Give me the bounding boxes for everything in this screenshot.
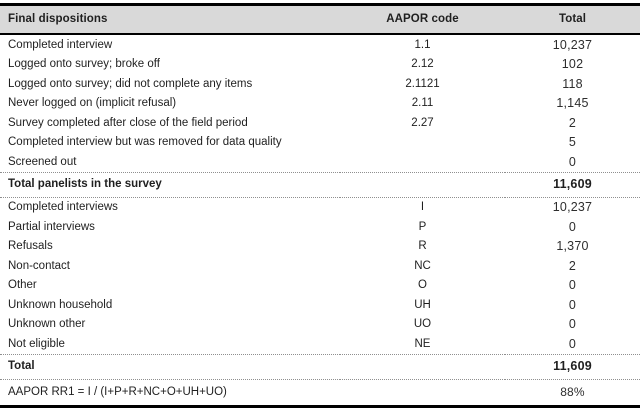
final-dispositions-table: Final dispositions AAPOR code Total Comp… — [0, 3, 640, 408]
aapor-code-cell: O — [418, 279, 427, 291]
total-value-cell: 118 — [562, 76, 583, 91]
total-value-cell: 2 — [568, 115, 577, 130]
disposition-label-cell: Screened out — [8, 155, 77, 168]
total-value-cell: 0 — [568, 278, 577, 292]
aapor-code-cell: 1.1 — [414, 38, 431, 51]
disposition-label-cell: Not eligible — [8, 337, 65, 350]
total-value-cell: 10,237 — [552, 37, 593, 52]
aapor-code-cell: 2.1121 — [405, 77, 440, 90]
table-row: Never logged on (implicit refusal) 2.11 … — [0, 94, 640, 114]
table-row: Logged onto survey; broke off 2.12 102 — [0, 55, 640, 75]
aapor-code-cell — [340, 152, 505, 172]
total-value-cell: 102 — [561, 57, 584, 71]
disposition-label-cell: Logged onto survey; broke off — [8, 58, 160, 70]
disposition-label-cell: Unknown other — [8, 318, 86, 330]
table-row: Logged onto survey; did not complete any… — [0, 74, 640, 94]
aapor-code-cell: P — [418, 220, 427, 233]
total-value-cell: 0 — [568, 219, 577, 234]
disposition-label-cell: Survey completed after close of the fiel… — [8, 116, 248, 129]
grand-total-row: Total 11,609 — [0, 353, 640, 380]
rr1-value-cell: 88% — [560, 384, 585, 399]
column-header-final-dispositions: Final dispositions — [0, 4, 340, 35]
table-row: Non-contact NC 2 — [0, 256, 640, 276]
disposition-label-cell: Total panelists in the survey — [0, 171, 340, 198]
table-row: Not eligible NE 0 — [0, 334, 640, 354]
table-row: Completed interview 1.1 10,237 — [0, 34, 640, 55]
aapor-code-cell: R — [418, 240, 427, 252]
table-row: Unknown other UO 0 — [0, 315, 640, 335]
total-value-cell: 0 — [568, 297, 577, 312]
total-value-cell: 5 — [568, 135, 577, 149]
aapor-code-cell — [340, 353, 505, 380]
total-value-cell: 10,237 — [552, 200, 593, 214]
disposition-label-cell: Unknown household — [8, 298, 113, 311]
table-header-row: Final dispositions AAPOR code Total — [0, 4, 640, 35]
total-value-cell: 0 — [568, 336, 577, 351]
aapor-code-cell — [340, 379, 505, 406]
total-panelists-row: Total panelists in the survey 11,609 — [0, 171, 640, 198]
aapor-code-cell: UO — [413, 318, 432, 330]
aapor-code-cell: UH — [414, 298, 431, 311]
total-value-cell: 1,145 — [556, 96, 589, 110]
aapor-code-cell: 2.12 — [411, 58, 434, 70]
aapor-code-cell: 2.27 — [411, 116, 434, 129]
disposition-label-cell: Other — [8, 279, 37, 291]
rr1-formula-cell: AAPOR RR1 = I / (I+P+R+NC+O+UH+UO) — [8, 385, 227, 398]
total-value-cell: 2 — [568, 258, 577, 273]
total-value-cell: 11,609 — [505, 353, 640, 380]
disposition-label-cell: Never logged on (implicit refusal) — [8, 97, 177, 109]
aapor-code-cell: NC — [414, 259, 431, 272]
disposition-label-cell: Completed interviews — [8, 201, 118, 213]
disposition-label-cell: Partial interviews — [8, 220, 95, 233]
total-value-cell: 0 — [568, 154, 577, 169]
table-row: Partial interviews P 0 — [0, 217, 640, 237]
total-value-cell: 1,370 — [556, 239, 589, 253]
disposition-label-cell: Non-contact — [8, 259, 71, 272]
column-header-aapor-code: AAPOR code — [340, 4, 505, 35]
total-value-cell: 0 — [568, 317, 577, 331]
disposition-label-cell: Logged onto survey; did not complete any… — [8, 77, 253, 90]
table-row: Survey completed after close of the fiel… — [0, 113, 640, 133]
table-row: Other O 0 — [0, 276, 640, 296]
disposition-label-cell: Total — [0, 353, 340, 380]
aapor-code-cell — [340, 171, 505, 198]
disposition-label-cell: Completed interview — [8, 38, 113, 51]
table-row: Unknown household UH 0 — [0, 295, 640, 315]
disposition-label-cell: Completed interview but was removed for … — [8, 136, 282, 148]
disposition-label-cell: Refusals — [8, 240, 53, 252]
aapor-code-cell: NE — [414, 337, 431, 350]
aapor-code-cell: 2.11 — [411, 97, 434, 109]
aapor-code-cell — [340, 133, 505, 153]
table-row: Completed interviews I 10,237 — [0, 197, 640, 217]
aapor-code-cell: I — [420, 201, 425, 213]
table-row: Completed interview but was removed for … — [0, 133, 640, 153]
aapor-rr1-row: AAPOR RR1 = I / (I+P+R+NC+O+UH+UO) 88% — [0, 379, 640, 406]
column-header-total: Total — [505, 4, 640, 35]
table-row: Refusals R 1,370 — [0, 237, 640, 257]
table-row: Screened out 0 — [0, 152, 640, 172]
total-value-cell: 11,609 — [505, 171, 640, 198]
